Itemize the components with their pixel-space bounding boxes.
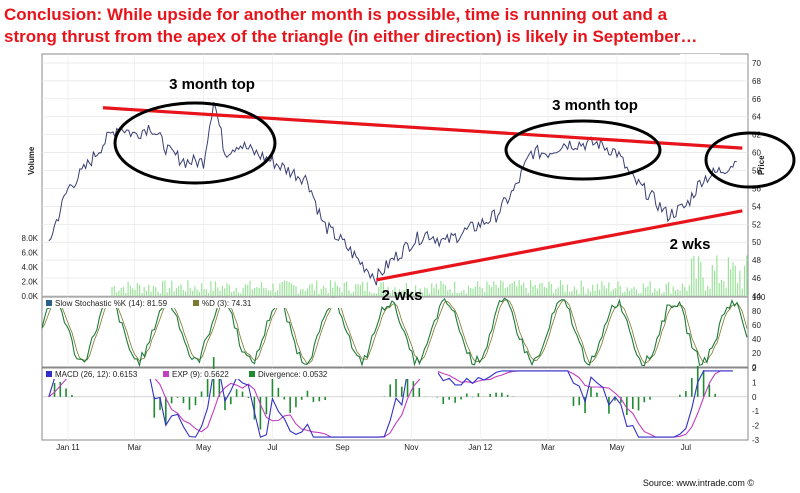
macd-tick-label: -2 [752, 422, 760, 431]
price-tick-label: 68 [752, 77, 761, 86]
price-annotation: 3 month top [169, 76, 255, 93]
volume-tick-label: 0.0K [22, 292, 39, 301]
price-tick-label: 56 [752, 184, 761, 193]
volume-tick-label: 8.0K [22, 234, 39, 243]
x-tick-label: Jan 12 [468, 443, 493, 452]
x-tick-label: Jan 11 [56, 443, 80, 452]
divergence-swatch [249, 371, 255, 377]
macd-swatch [46, 371, 52, 377]
apex-ellipse [704, 131, 796, 189]
macd-tick-label: -1 [752, 407, 760, 416]
price-tick-label: 48 [752, 256, 761, 265]
stoch-d-swatch [193, 300, 199, 306]
stoch-legend-k: Slow Stochastic %K (14): 81.59 [55, 299, 168, 308]
volume-axis-label: Volume [27, 146, 36, 175]
headline-line-1: Conclusion: While upside for another mon… [4, 5, 668, 24]
macd-legend-macd: MACD (26, 12): 0.6153 [55, 370, 138, 379]
stoch-tick-label: 0 [752, 363, 757, 372]
macd-legend-divergence: Divergence: 0.0532 [258, 370, 328, 379]
volume-tick-label: 6.0K [22, 249, 39, 258]
stoch-tick-label: 60 [752, 321, 761, 330]
price-tick-label: 70 [752, 59, 761, 68]
price-series-line [48, 102, 737, 286]
price-tick-label: 50 [752, 238, 761, 247]
macd-tick-label: 1 [752, 378, 757, 387]
price-annotation: 3 month top [552, 97, 638, 114]
price-tick-label: 64 [752, 113, 761, 122]
stoch-tick-label: 20 [752, 349, 761, 358]
x-tick-label: Nov [404, 443, 418, 452]
price-annotation: 2 wks [382, 287, 423, 304]
headline-underline-gap [680, 54, 720, 58]
price-tick-label: 52 [752, 220, 761, 229]
headline: Conclusion: While upside for another mon… [4, 4, 724, 48]
stoch-legend-d: %D (3): 74.31 [202, 299, 252, 308]
x-tick-label: Sep [335, 443, 350, 452]
stoch-tick-label: 100 [752, 293, 766, 302]
exp-swatch [163, 371, 169, 377]
price-axis-label: Price [757, 155, 766, 175]
volume-tick-label: 4.0K [22, 263, 39, 272]
x-tick-label: Jul [267, 443, 277, 452]
macd-legend-exp: EXP (9): 0.5622 [172, 370, 229, 379]
stoch-tick-label: 80 [752, 307, 761, 316]
price-tick-label: 54 [752, 202, 761, 211]
volume-tick-label: 2.0K [22, 278, 39, 287]
macd-exp-line [48, 370, 733, 438]
top-ellipse-2 [504, 119, 662, 181]
price-tick-label: 44 [752, 292, 761, 301]
macd-tick-label: -3 [752, 436, 760, 445]
price-tick-label: 60 [752, 149, 761, 158]
upper-trendline [102, 106, 743, 150]
stoch-k-line [41, 297, 748, 368]
source-credit: Source: www.intrade.com © [642, 478, 754, 488]
headline-line-2: strong thrust from the apex of the trian… [4, 27, 698, 46]
x-tick-label: May [196, 443, 211, 452]
x-tick-label: Jul [681, 443, 691, 452]
x-tick-label: Mar [541, 443, 555, 452]
x-tick-label: Mar [128, 443, 142, 452]
macd-line [48, 370, 733, 438]
price-tick-label: 62 [752, 131, 761, 140]
macd-legend-bg [43, 369, 438, 379]
stoch-k-swatch [46, 300, 52, 306]
price-annotation: 2 wks [670, 236, 711, 253]
lower-trendline [376, 209, 743, 282]
macd-tick-label: 0 [752, 393, 757, 402]
macd-tick-label: 2 [752, 364, 757, 373]
price-tick-label: 58 [752, 167, 761, 176]
stoch-tick-label: 40 [752, 335, 761, 344]
price-tick-label: 46 [752, 274, 761, 283]
stoch-legend-bg [43, 298, 373, 308]
x-tick-label: May [609, 443, 624, 452]
price-tick-label: 66 [752, 95, 761, 104]
top-ellipse-1 [113, 101, 277, 185]
